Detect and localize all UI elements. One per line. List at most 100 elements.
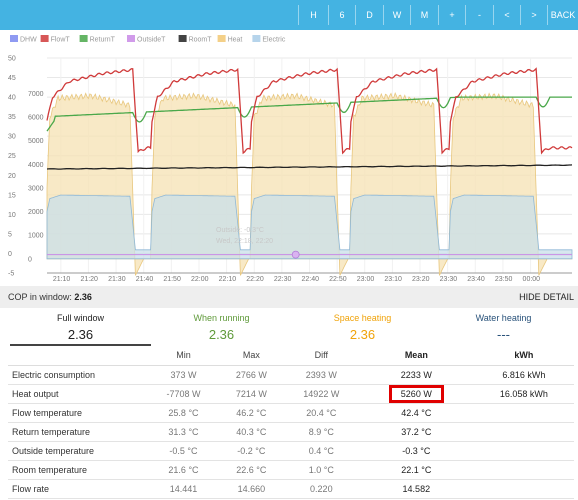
header-diff: Diff — [283, 346, 359, 366]
legend-swatch-returnt — [79, 35, 88, 42]
row-name: Return temperature — [8, 422, 148, 442]
legend-label-flowt: FlowT — [51, 37, 71, 44]
row-min: 14.441 — [148, 479, 219, 499]
tab-water-heating[interactable]: Water heating --- — [433, 310, 574, 346]
row-diff: 1.0 °C — [283, 460, 359, 480]
x-tick-label: 23:00 — [357, 276, 375, 283]
nav-day-button[interactable]: D — [355, 5, 383, 25]
zoom-in-button[interactable]: + — [438, 5, 465, 25]
row-name: Flow temperature — [8, 403, 148, 423]
row-min: -7708 W — [148, 384, 219, 404]
legend-swatch-flowt — [40, 35, 49, 42]
row-min: 21.6 °C — [148, 460, 219, 480]
nav-month-button[interactable]: M — [410, 5, 438, 25]
tab-space-heating[interactable]: Space heating 2.36 — [292, 310, 433, 346]
back-button[interactable]: BACK — [547, 5, 578, 25]
nav-6h-button[interactable]: 6 — [328, 5, 355, 25]
tooltip-line-2: Wed, 22:18, 22:20 — [216, 238, 273, 245]
returnt-series-line — [46, 96, 572, 132]
x-tick-label: 23:20 — [412, 276, 430, 283]
power-temperature-chart[interactable]: DHW FlowT ReturnT OutsideT RoomT Heat Electric… — [0, 30, 578, 286]
x-tick-label: 22:10 — [219, 276, 237, 283]
hide-detail-button[interactable]: HIDE DETAIL — [519, 292, 574, 302]
y-right-tick-label: 6000 — [28, 115, 44, 122]
highlight-box: 5260 W — [388, 384, 444, 403]
x-tick-label: 22:40 — [302, 276, 320, 283]
tab-full-window-title: Full window — [56, 313, 105, 323]
row-mean: 37.2 °C — [358, 422, 474, 442]
tab-space-heating-title: Space heating — [333, 313, 392, 323]
tab-full-window[interactable]: Full window 2.36 — [10, 310, 151, 346]
row-max: 40.3 °C — [218, 422, 284, 442]
electric-series-area — [46, 194, 573, 260]
row-max: 2766 W — [218, 365, 284, 385]
stats-table: Min Max Diff Mean kWh Electric consumpti… — [8, 346, 574, 499]
row-max: 14.660 — [218, 479, 284, 499]
header-mean: Mean — [358, 346, 474, 366]
row-min: 373 W — [148, 365, 219, 385]
legend-swatch-heat — [217, 35, 226, 42]
legend-swatch-outsidet — [127, 35, 135, 42]
tab-water-heating-title: Water heating — [475, 313, 532, 323]
table-row: Flow rate 14.441 14.660 0.220 14.582 — [8, 479, 574, 499]
row-min: 25.8 °C — [148, 403, 219, 423]
row-mean: 14.582 — [358, 479, 474, 499]
row-kwh: 16.058 kWh — [473, 384, 574, 404]
row-kwh — [473, 403, 574, 423]
x-tick-label: 22:50 — [329, 276, 347, 283]
y-left-tick-label: 35 — [8, 114, 16, 121]
top-nav-bar: H 6 D W M + - < > BACK — [0, 0, 578, 30]
row-name: Outside temperature — [8, 441, 148, 461]
y-right-tick-label: 0 — [28, 256, 32, 263]
roomt-series-line — [46, 164, 573, 170]
row-mean: 2233 W — [358, 365, 474, 385]
table-row: Outside temperature -0.5 °C -0.2 °C 0.4 … — [8, 441, 574, 461]
legend-swatch-electric — [252, 35, 261, 42]
row-kwh — [473, 460, 574, 480]
row-diff: 20.4 °C — [283, 403, 359, 423]
row-diff: 0.4 °C — [283, 441, 359, 461]
x-tick-label: 21:20 — [80, 276, 98, 283]
tab-full-window-value: 2.36 — [67, 327, 94, 342]
y-left-tick-label: 0 — [8, 251, 12, 258]
cop-summary-bar: COP in window: 2.36 HIDE DETAIL — [0, 286, 578, 308]
row-name: Heat output — [8, 384, 148, 404]
table-row: Room temperature 21.6 °C 22.6 °C 1.0 °C … — [8, 460, 574, 480]
flowt-series-line — [46, 67, 573, 155]
nav-hour-button[interactable]: H — [298, 5, 328, 25]
table-row: Flow temperature 25.8 °C 46.2 °C 20.4 °C… — [8, 403, 574, 423]
x-tick-label: 23:30 — [440, 276, 458, 283]
legend-swatch-dhw — [10, 35, 18, 42]
cop-value: 2.36 — [74, 292, 92, 302]
table-header-row: Min Max Diff Mean kWh — [8, 346, 574, 366]
row-max: 7214 W — [218, 384, 284, 404]
y-right-tick-label: 1000 — [28, 233, 44, 240]
y-left-tick-label: 50 — [8, 56, 16, 63]
y-right-tick-label: 2000 — [28, 209, 44, 216]
pan-left-button[interactable]: < — [493, 5, 520, 25]
pan-right-button[interactable]: > — [520, 5, 547, 25]
row-mean: 22.1 °C — [358, 460, 474, 480]
y-left-tick-label: 20 — [8, 173, 16, 180]
y-left-tick-label: 45 — [8, 75, 16, 82]
x-tick-label: 23:10 — [384, 276, 402, 283]
x-tick-label: 00:00 — [523, 276, 541, 283]
legend-label-outsidet: OutsideT — [137, 37, 166, 44]
x-tick-label: 21:30 — [108, 276, 126, 283]
zoom-out-button[interactable]: - — [465, 5, 493, 25]
y-left-tick-label: 25 — [8, 153, 16, 160]
cop-in-window: COP in window: 2.36 — [8, 286, 92, 308]
row-diff: 14922 W — [283, 384, 359, 404]
header-min: Min — [148, 346, 219, 366]
x-tick-label: 23:50 — [495, 276, 513, 283]
tab-when-running[interactable]: When running 2.36 — [151, 310, 292, 346]
y-left-tick-label: 15 — [8, 192, 16, 199]
row-min: -0.5 °C — [148, 441, 219, 461]
x-tick-label: 22:30 — [274, 276, 292, 283]
nav-week-button[interactable]: W — [383, 5, 410, 25]
row-diff: 2393 W — [283, 365, 359, 385]
y-left-tick-label: -5 — [8, 271, 14, 278]
header-name — [8, 346, 148, 366]
row-mean: 42.4 °C — [358, 403, 474, 423]
row-max: -0.2 °C — [218, 441, 284, 461]
